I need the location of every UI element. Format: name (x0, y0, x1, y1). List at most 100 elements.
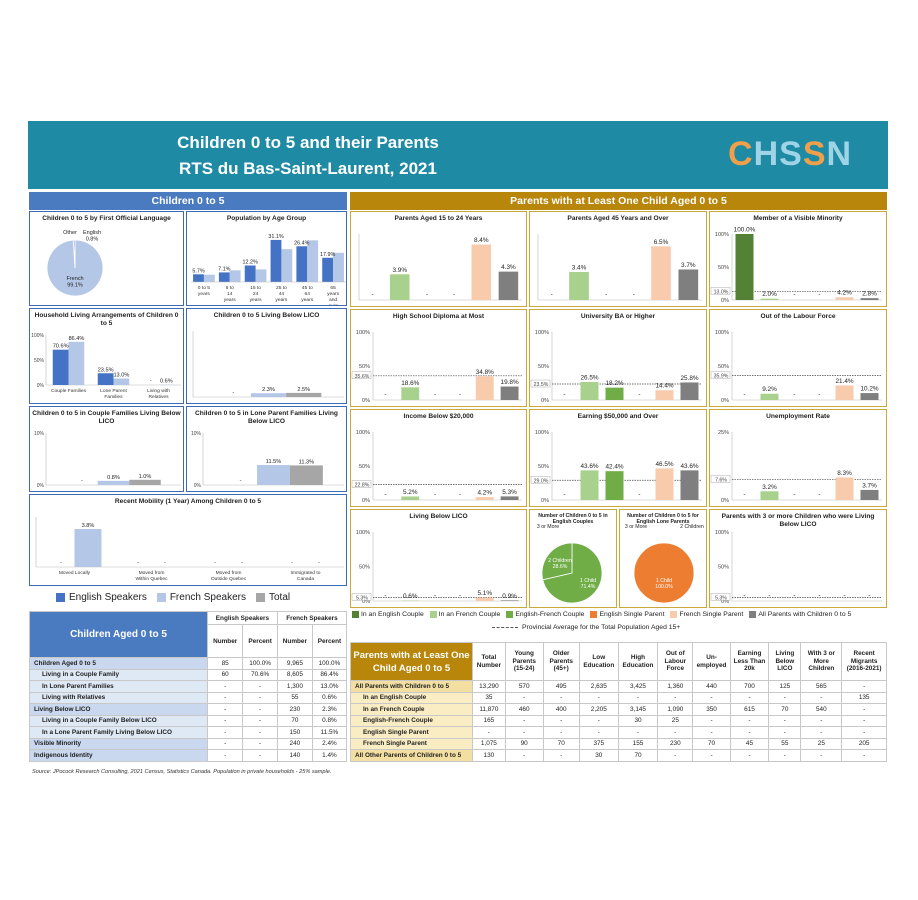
table-cell: - (841, 680, 887, 693)
bar (52, 349, 69, 385)
tick-label: 0% (541, 498, 549, 504)
table-cell: - (206, 726, 244, 739)
data-label: 3.7% (862, 482, 877, 489)
table-cell: 1,360 (657, 680, 694, 693)
bar (296, 246, 308, 282)
table-cell: 25 (800, 737, 843, 750)
bar (475, 597, 494, 601)
data-label: 2.0% (762, 291, 777, 298)
table-cell: - (657, 749, 694, 762)
children-table: Children Aged 0 to 5 English Speakers Fr… (29, 611, 348, 762)
column-header: With 3 or More Children (800, 642, 843, 681)
category-label: Families (104, 394, 123, 400)
data-label: 6.5% (654, 239, 669, 246)
table-cell: 460 (504, 703, 544, 716)
table-cell: 45 (729, 737, 770, 750)
chart-unemployment: Unemployment Rate 25% 0% 7.6% - 3.2% - - 8.3% 3.7… (709, 409, 887, 507)
column-header: Recent Migrants (2016-2021) (841, 642, 887, 681)
category-label: over (328, 303, 338, 306)
bar (475, 497, 494, 500)
tick-label: 100% (715, 530, 729, 536)
chart-title: Children 0 to 5 in Couple Families Livin… (32, 410, 181, 425)
chart-living-below-lico: Living Below LICO 100% 50% 0% 5.3% - 0.6% - - 5.1… (350, 509, 527, 608)
table-cell: - (242, 749, 278, 762)
left-legend: English Speakers French Speakers Total (56, 592, 300, 603)
table-cell: 70 (276, 714, 313, 727)
tick-label: 50% (538, 464, 549, 470)
table-cell: - (504, 749, 544, 762)
chart-couple-families-below-lico: Children 0 to 5 in Couple Families Livin… (29, 406, 184, 492)
average-label: 7.6% (715, 477, 727, 483)
chart-household-living-arrangements: Household Living Arrangements of Childre… (29, 308, 184, 404)
data-label: - (793, 592, 795, 599)
table-cell: - (542, 749, 580, 762)
column-header: Living Below LICO (768, 642, 802, 681)
chart-svg: - 3.4% - - 6.5% 3.7% (537, 234, 702, 301)
average-label: 35.6% (355, 374, 370, 380)
chart-svg: 100% 50% 0% 35.9% - 9.2% - - 21.4% 10.2% (710, 330, 882, 404)
slice-value: 99.1% (67, 283, 83, 289)
category-label: 0 to 5 (198, 285, 211, 291)
table-cell: - (206, 749, 244, 762)
chart-pie-english-couples: Number of Children 0 to 5 in English Cou… (529, 509, 617, 608)
legend-label: French Speakers (169, 592, 246, 603)
data-label: 46.5% (655, 461, 673, 468)
table-row: French Single Parent 1,075 90 70 375 155 230 70… (350, 737, 887, 750)
table-cell: 35 (472, 691, 506, 704)
table-cell: - (472, 726, 506, 739)
data-label: - (60, 560, 62, 566)
slice-label: 3 or More (625, 524, 647, 530)
table-cell: 400 (542, 703, 580, 716)
tick-label: 50% (359, 464, 370, 470)
table-cell: - (729, 749, 770, 762)
table-cell: 2,635 (578, 680, 619, 693)
column-header: Percent (242, 624, 278, 658)
data-label: 18.2% (605, 380, 623, 387)
data-label: - (743, 592, 745, 599)
chart-title: Parents Aged 15 to 24 Years (394, 215, 483, 222)
table-cell: 100.0% (242, 657, 278, 670)
tick-label: 0% (37, 483, 45, 489)
table-cell: 8,605 (276, 668, 313, 681)
table-cell: - (206, 714, 244, 727)
bar (471, 244, 492, 300)
column-header: Out of Labour Force (657, 642, 694, 681)
table-cell: 90 (504, 737, 544, 750)
bar (655, 390, 674, 400)
bar (289, 465, 323, 485)
table-cell: 375 (578, 737, 619, 750)
chart-parents-15-24: Parents Aged 15 to 24 Years - 3.9% - - 8.4% 4.… (350, 211, 527, 307)
data-label: - (384, 391, 386, 398)
table-row: In an French Couple 11,870 460 400 2,205 3,14… (350, 703, 887, 716)
table-cell: - (242, 737, 278, 750)
data-label: 26.4% (294, 240, 309, 246)
table-cell: 350 (692, 703, 731, 716)
table-cell: 86.4% (311, 668, 348, 681)
tick-label: 50% (718, 565, 729, 571)
row-label: All Other Parents of Children 0 to 5 (350, 749, 473, 762)
table-cell: - (542, 726, 580, 739)
data-label: 7.1% (218, 266, 230, 272)
data-label: 4.2% (477, 490, 492, 497)
category-label: years (301, 297, 314, 303)
table-cell: 70 (692, 737, 731, 750)
category-label: 24 (253, 291, 259, 297)
average-label-box (710, 593, 731, 601)
bar (735, 234, 754, 300)
data-label: - (459, 592, 461, 599)
tick-label: 100% (535, 330, 549, 336)
pie-slice (633, 542, 695, 604)
chart-svg: - 3.9% - - 8.4% 4.3% (358, 234, 522, 301)
data-label: - (843, 592, 845, 599)
data-label: 9.2% (762, 386, 777, 393)
legend-item: In an English Couple (352, 611, 424, 618)
column-header: Low Education (578, 642, 619, 681)
tick-label: 0% (541, 398, 549, 404)
chart-title: Children 0 to 5 by First Official Langua… (42, 215, 171, 222)
legend-swatch (352, 611, 359, 618)
data-label: 17.9% (320, 252, 335, 258)
average-label-box (710, 371, 731, 379)
slice-label: 2 Children (680, 524, 704, 530)
tick-label: 100% (715, 232, 729, 238)
average-label: 23.5% (534, 382, 549, 388)
